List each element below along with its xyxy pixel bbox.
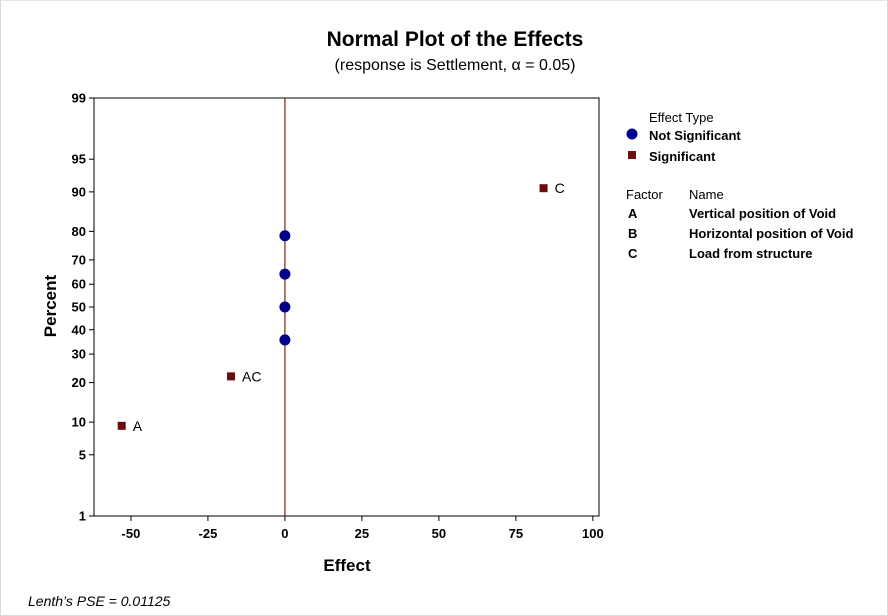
- y-tick-label: 95: [72, 152, 86, 167]
- y-axis: 1 5 10 20 30 40 50 60 70 80 90 95 99: [72, 91, 94, 524]
- x-axis-title: Effect: [323, 556, 371, 575]
- factor-row-c-code: C: [628, 246, 638, 261]
- factor-row-b-code: B: [628, 226, 637, 241]
- x-axis: -50 -25 0 25 50 75 100: [122, 516, 604, 541]
- factor-table: Factor Name A Vertical position of Void …: [626, 187, 853, 261]
- chart-title: Normal Plot of the Effects: [327, 28, 584, 51]
- y-tick-label: 50: [72, 300, 86, 315]
- x-tick-label: -25: [199, 526, 218, 541]
- x-tick-label: 50: [432, 526, 446, 541]
- factor-row-a-code: A: [628, 206, 638, 221]
- point-label: C: [555, 180, 565, 196]
- y-tick-label: 60: [72, 277, 86, 292]
- not-significant-point: [279, 268, 291, 280]
- legend: Effect Type Not Significant Significant: [626, 110, 741, 164]
- not-significant-point: [279, 301, 291, 313]
- factor-row-a-name: Vertical position of Void: [689, 206, 836, 221]
- y-tick-label: 90: [72, 184, 86, 199]
- x-tick-label: 75: [509, 526, 523, 541]
- legend-entry-not-significant: Not Significant: [649, 128, 741, 143]
- x-tick-label: -50: [122, 526, 141, 541]
- y-tick-label: 80: [72, 224, 86, 239]
- y-tick-label: 30: [72, 347, 86, 362]
- x-tick-label: 100: [582, 526, 604, 541]
- y-tick-label: 1: [79, 509, 86, 524]
- point-label: AC: [242, 368, 261, 384]
- point-label: A: [133, 418, 143, 434]
- y-tick-label: 5: [79, 447, 86, 462]
- x-tick-label: 25: [355, 526, 369, 541]
- y-tick-label: 40: [72, 322, 86, 337]
- name-header: Name: [689, 187, 724, 202]
- significant-point: [227, 372, 236, 381]
- chart-subtitle: (response is Settlement, α = 0.05): [335, 57, 576, 74]
- y-tick-label: 70: [72, 252, 86, 267]
- legend-marker-significant: [628, 151, 636, 159]
- x-tick-label: 0: [281, 526, 288, 541]
- y-tick-label: 99: [72, 91, 86, 106]
- y-tick-label: 20: [72, 375, 86, 390]
- data-points: A AC C: [117, 180, 565, 434]
- factor-row-c-name: Load from structure: [689, 246, 813, 261]
- legend-entry-significant: Significant: [649, 149, 716, 164]
- plot-area: [93, 97, 600, 517]
- not-significant-point: [279, 230, 291, 242]
- lenth-pse-footnote: Lenth’s PSE = 0.01125: [28, 593, 171, 609]
- legend-marker-not-significant: [626, 128, 638, 140]
- significant-point: [539, 184, 548, 193]
- y-axis-title: Percent: [41, 274, 60, 337]
- legend-title: Effect Type: [649, 110, 714, 125]
- significant-point: [117, 421, 126, 430]
- factor-header: Factor: [626, 187, 664, 202]
- not-significant-point: [279, 334, 291, 346]
- factor-row-b-name: Horizontal position of Void: [689, 226, 853, 241]
- y-tick-label: 10: [72, 415, 86, 430]
